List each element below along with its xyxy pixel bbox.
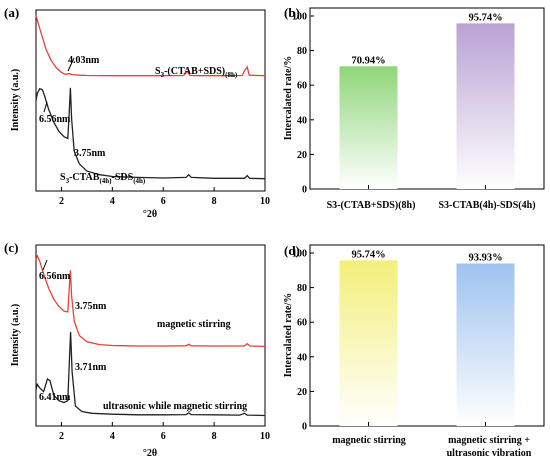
panel-c-xtick-label-6: 6 bbox=[161, 431, 166, 442]
panel-c-series-line-2 bbox=[35, 331, 266, 417]
panel-b-ytick-label-20: 20 bbox=[297, 150, 307, 161]
panel-c-xtick-label-10: 10 bbox=[260, 431, 270, 442]
panel-d-ytick-label-0: 0 bbox=[302, 422, 307, 433]
panel-b: (b) Intercalated rate/% 0 20 40 60 80 100 70.… bbox=[283, 5, 545, 211]
panel-a-arrow-4-03nm bbox=[67, 57, 75, 72]
panel-c-annotation-3-71nm: 3.71nm bbox=[75, 362, 107, 373]
panel-c-xtick-label-4: 4 bbox=[110, 431, 115, 442]
panel-a: (a) Intensity (a.u.) °2θ 2 4 6 8 10 S3-CTAB(… bbox=[4, 5, 270, 220]
panel-b-ytick-label-100: 100 bbox=[292, 12, 307, 23]
panel-c-annotation-3-75nm: 3.75nm bbox=[75, 301, 107, 312]
panel-b-ytick-label-80: 80 bbox=[297, 46, 307, 57]
panel-d-yticks: 0 20 40 60 80 100 bbox=[292, 249, 314, 433]
panel-c-series bbox=[35, 254, 266, 417]
panel-d-bar-2 bbox=[456, 263, 515, 426]
panel-a-xtick-label-4: 4 bbox=[110, 196, 115, 207]
panel-a-ylabel: Intensity (a.u.) bbox=[10, 69, 21, 132]
panel-c-arrow-6-56nm bbox=[42, 259, 48, 271]
panel-b-ytick-label-40: 40 bbox=[297, 115, 307, 126]
panel-d-category-2-line-1: magnetic stirring + bbox=[448, 435, 530, 446]
panel-d-ytick-label-80: 80 bbox=[297, 283, 307, 294]
panel-a-label: (a) bbox=[4, 5, 19, 20]
panel-d-bars: 95.74% 93.93% bbox=[339, 249, 515, 426]
panel-a-annotation-6-56nm: 6.56nm bbox=[39, 114, 71, 125]
panel-c-xticks: 2 4 6 8 10 bbox=[59, 422, 270, 442]
panel-c-annotation-6-56nm: 6.56nm bbox=[39, 271, 71, 282]
panel-a-annotation-3-75nm: 3.75nm bbox=[74, 148, 106, 159]
panel-b-ytick-label-60: 60 bbox=[297, 81, 307, 92]
panel-c: (c) Intensity (a.u.) °2θ 2 4 6 8 10 magnetic… bbox=[4, 240, 270, 459]
panel-a-annotation-4-03nm: 4.03nm bbox=[68, 55, 100, 66]
panel-c-xlabel: °2θ bbox=[143, 448, 157, 459]
panel-b-ylabel: Intercalated rate/% bbox=[283, 56, 294, 141]
panel-c-series-label-red: magnetic stirring bbox=[157, 319, 231, 330]
panel-c-annotation-6-41nm: 6.41nm bbox=[39, 392, 71, 403]
panel-c-xtick-label-2: 2 bbox=[59, 431, 64, 442]
panel-d-data-label-2: 93.93% bbox=[468, 253, 502, 264]
panel-c-series-line-1 bbox=[35, 254, 266, 348]
panel-d-bar-1 bbox=[339, 260, 398, 426]
panel-b-ytick-label-0: 0 bbox=[302, 185, 307, 196]
panel-a-series-line-2 bbox=[35, 87, 266, 180]
panel-c-series-label-black: ultrasonic while magnetic stirring bbox=[103, 401, 247, 412]
panel-b-label: (b) bbox=[284, 5, 300, 20]
panel-b-data-label-2: 95.74% bbox=[468, 12, 502, 23]
panel-d-ytick-label-40: 40 bbox=[297, 352, 307, 363]
panel-a-series-line-1 bbox=[35, 15, 266, 77]
panel-b-category-1: S3-(CTAB+SDS)(8h) bbox=[327, 200, 416, 211]
panel-a-xtick-label-2: 2 bbox=[59, 196, 64, 207]
panel-d-label: (d) bbox=[284, 243, 300, 258]
panel-d-ytick-label-20: 20 bbox=[297, 387, 307, 398]
panel-d-data-label-1: 95.74% bbox=[351, 249, 385, 260]
panel-b-bar-1 bbox=[339, 66, 398, 189]
panel-d-ylabel: Intercalated rate/% bbox=[283, 293, 294, 378]
panel-d-ytick-label-60: 60 bbox=[297, 318, 307, 329]
panel-b-frame bbox=[309, 7, 545, 190]
panel-d-frame bbox=[309, 244, 545, 427]
panel-a-series-label-black: S3-CTAB(4h)-SDS(4h) bbox=[60, 172, 146, 185]
panel-a-xtick-label-8: 8 bbox=[212, 196, 217, 207]
panel-d-ytick-label-100: 100 bbox=[292, 249, 307, 260]
panel-a-series bbox=[35, 15, 266, 180]
panel-a-arrow-6-56nm bbox=[43, 101, 48, 113]
panel-b-yticks: 0 20 40 60 80 100 bbox=[292, 12, 314, 196]
panel-b-bars: 70.94% 95.74% bbox=[339, 12, 515, 190]
panel-d: (d) Intercalated rate/% 0 20 40 60 80 100 95.… bbox=[283, 243, 545, 459]
panel-c-label: (c) bbox=[4, 240, 18, 255]
panel-a-xlabel: °2θ bbox=[143, 209, 157, 220]
panel-c-ylabel: Intensity (a.u.) bbox=[10, 304, 21, 367]
panel-d-category-2-line-2: ultrasonic vibration bbox=[447, 448, 532, 459]
panel-b-data-label-1: 70.94% bbox=[351, 55, 385, 66]
panel-a-xticks: 2 4 6 8 10 bbox=[59, 187, 270, 207]
panel-c-xtick-label-8: 8 bbox=[212, 431, 217, 442]
panel-b-category-2: S3-CTAB(4h)-SDS(4h) bbox=[438, 200, 535, 211]
panel-a-xtick-label-6: 6 bbox=[161, 196, 166, 207]
panel-a-series-label-red: S3-(CTAB+SDS)(8h) bbox=[155, 66, 238, 79]
panel-a-xtick-label-10: 10 bbox=[260, 196, 270, 207]
panel-c-frame bbox=[35, 244, 266, 427]
panel-b-bar-2 bbox=[456, 23, 515, 190]
panel-d-category-1: magnetic stirring bbox=[332, 435, 406, 446]
